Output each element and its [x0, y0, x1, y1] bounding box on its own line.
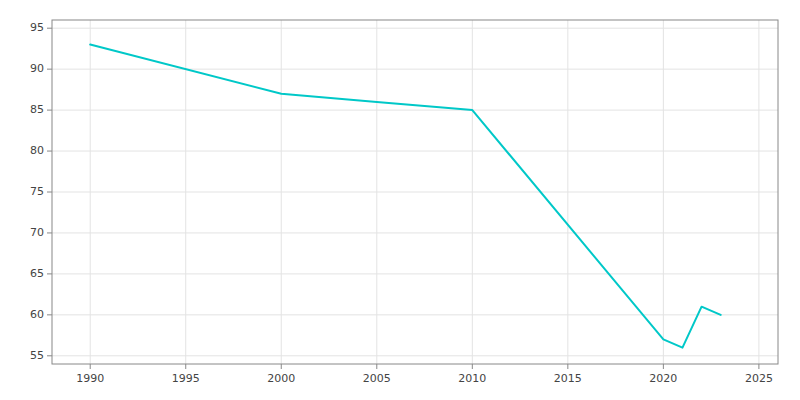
tick-mark-x: [758, 364, 759, 369]
tick-label-x: 2025: [745, 372, 773, 385]
tick-mark-x: [281, 364, 282, 369]
tick-mark-x: [663, 364, 664, 369]
grid-line-y: [52, 110, 778, 111]
tick-mark-y: [47, 28, 52, 29]
grid: [52, 20, 778, 364]
grid-line-x: [185, 20, 186, 364]
grid-line-x: [758, 20, 759, 364]
grid-line-x: [376, 20, 377, 364]
tick-label-y: 75: [30, 185, 44, 198]
tick-mark-y: [47, 314, 52, 315]
tick-label-y: 85: [30, 103, 44, 116]
grid-line-y: [52, 232, 778, 233]
tick-mark-y: [47, 192, 52, 193]
tick-mark-x: [472, 364, 473, 369]
grid-line-x: [567, 20, 568, 364]
tick-label-y: 80: [30, 144, 44, 157]
tick-label-x: 1990: [76, 372, 104, 385]
tick-mark-x: [376, 364, 377, 369]
data-layer: [90, 45, 720, 348]
tick-mark-y: [47, 355, 52, 356]
tick-label-x: 2000: [267, 372, 295, 385]
tick-mark-x: [185, 364, 186, 369]
tick-label-x: 2005: [363, 372, 391, 385]
grid-line-x: [663, 20, 664, 364]
grid-line-y: [52, 192, 778, 193]
chart-svg: 55 60 65 70 75 80 85 90 95 1990 1995 2000 2005 2010 20…: [0, 0, 800, 400]
grid-line-x: [281, 20, 282, 364]
plot-frame: [52, 20, 778, 364]
tick-label-y: 95: [30, 21, 44, 34]
grid-line-y: [52, 355, 778, 356]
grid-line-y: [52, 151, 778, 152]
tick-mark-y: [47, 110, 52, 111]
tick-label-y: 55: [30, 349, 44, 362]
tick-mark-x: [567, 364, 568, 369]
grid-line-y: [52, 273, 778, 274]
tick-mark-y: [47, 232, 52, 233]
tick-label-x: 2010: [458, 372, 486, 385]
tick-label-x: 1995: [172, 372, 200, 385]
grid-line-y: [52, 314, 778, 315]
tick-label-x: 2020: [649, 372, 677, 385]
axes: 55 60 65 70 75 80 85 90 95 1990 1995 2000 2005 2010 20…: [30, 21, 773, 385]
tick-label-y: 60: [30, 308, 44, 321]
grid-line-y: [52, 28, 778, 29]
tick-label-y: 65: [30, 267, 44, 280]
grid-line-x: [472, 20, 473, 364]
tick-label-y: 90: [30, 62, 44, 75]
tick-label-x: 2015: [554, 372, 582, 385]
tick-mark-y: [47, 69, 52, 70]
grid-line-x: [90, 20, 91, 364]
tick-mark-x: [90, 364, 91, 369]
tick-label-y: 70: [30, 226, 44, 239]
chart-container: 55 60 65 70 75 80 85 90 95 1990 1995 2000 2005 2010 20…: [0, 0, 800, 400]
plot-background: [52, 20, 778, 364]
tick-mark-y: [47, 151, 52, 152]
grid-line-y: [52, 69, 778, 70]
tick-mark-y: [47, 273, 52, 274]
data-line: [90, 45, 720, 348]
